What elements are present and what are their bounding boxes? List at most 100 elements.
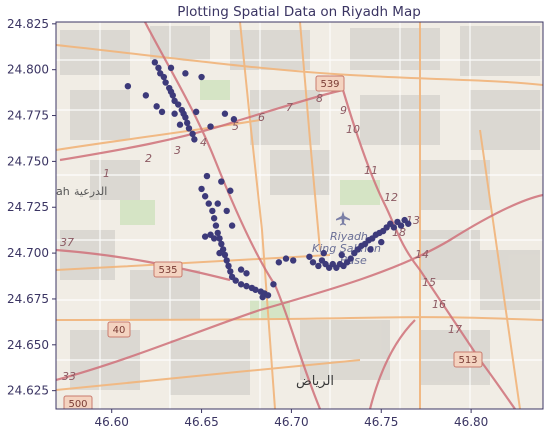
- data-point-13: [183, 119, 191, 127]
- shield-500: 500: [63, 395, 93, 410]
- data-point-32: [205, 200, 212, 207]
- exit-8: 8: [316, 92, 323, 105]
- data-point-42: [225, 262, 232, 270]
- plot-frame: [55, 21, 544, 410]
- data-point-34: [210, 215, 218, 222]
- shield-535-label: 535: [158, 265, 177, 276]
- data-point-17: [124, 82, 132, 90]
- data-point-93: [390, 224, 398, 231]
- exit-12: 12: [384, 191, 398, 204]
- data-point-49: [252, 286, 259, 293]
- data-point-98: [378, 238, 385, 246]
- data-point-53: [259, 293, 266, 301]
- y-tick-label-5: 24.750: [7, 154, 49, 168]
- data-point-40: [221, 251, 229, 259]
- x-tick-label-1: 46.65: [184, 415, 218, 429]
- data-point-29: [176, 121, 184, 128]
- data-point-47: [243, 282, 250, 290]
- y-tick-label-8: 24.825: [7, 17, 49, 31]
- data-point-0: [151, 59, 159, 66]
- data-point-66: [270, 281, 277, 288]
- data-point-46: [237, 281, 245, 288]
- x-tick-label-4: 46.80: [454, 415, 488, 429]
- data-point-25: [192, 108, 200, 116]
- data-point-64: [237, 266, 245, 273]
- y-axis: 24.625 24.650 24.675 24.700 24.725 24.750 24.7…: [7, 17, 56, 398]
- y-tick-label-4: 24.725: [7, 200, 49, 214]
- x-axis: 46.60 46.65 46.70 46.75 46.80: [95, 409, 488, 429]
- exit-5: 5: [232, 120, 239, 133]
- data-point-16: [191, 136, 198, 143]
- data-point-18: [153, 103, 160, 110]
- data-point-12: [182, 114, 189, 121]
- data-point-37: [216, 235, 223, 242]
- y-tick-label-1: 24.650: [7, 338, 49, 352]
- data-point-7: [169, 92, 177, 99]
- exit-9: 9: [340, 104, 347, 117]
- exit-7: 7: [286, 101, 293, 114]
- data-point-68: [282, 255, 290, 262]
- data-point-9: [174, 101, 182, 108]
- data-point-57: [216, 249, 223, 257]
- data-point-59: [203, 172, 211, 180]
- road-37-label: 37: [60, 236, 74, 249]
- data-point-23: [158, 108, 166, 116]
- data-point-26: [207, 123, 214, 130]
- data-point-63: [223, 207, 230, 215]
- data-point-70: [306, 253, 313, 260]
- shield-539-label: 539: [320, 79, 339, 90]
- y-tick-label-7: 24.800: [7, 63, 49, 77]
- shield-40: 40: [107, 321, 131, 338]
- data-point-22: [198, 73, 205, 81]
- road-33-label: 33: [62, 370, 76, 383]
- data-point-81: [347, 255, 354, 262]
- data-point-1: [155, 64, 162, 72]
- exit-17: 17: [448, 323, 462, 336]
- exit-10: 10: [346, 123, 360, 136]
- shield-500-label: 500: [68, 399, 87, 410]
- data-point-54: [201, 233, 209, 240]
- diriyah-prefix-label: ah: [56, 185, 70, 198]
- chart-title: Plotting Spatial Data on Riyadh Map: [177, 4, 421, 20]
- scatter-points: [124, 59, 412, 301]
- data-point-36: [214, 229, 221, 237]
- data-point-31: [201, 193, 209, 200]
- data-point-95: [397, 222, 405, 229]
- map-background: [56, 22, 543, 409]
- data-point-100: [320, 249, 327, 257]
- data-point-3: [160, 73, 168, 81]
- data-point-58: [228, 222, 236, 229]
- diriyah-name-label: الدرعية: [74, 185, 107, 198]
- data-point-33: [209, 207, 216, 215]
- exit-14: 14: [415, 248, 429, 261]
- x-tick-label-3: 46.75: [364, 415, 398, 429]
- exit-16: 16: [432, 298, 446, 311]
- data-point-38: [218, 240, 225, 248]
- data-point-19: [142, 92, 150, 99]
- y-tick-label-3: 24.700: [7, 246, 49, 260]
- data-point-52: [264, 292, 272, 299]
- exit-3: 3: [174, 144, 181, 157]
- data-point-27: [221, 110, 229, 117]
- data-point-65: [243, 270, 250, 277]
- data-point-97: [405, 220, 412, 227]
- data-point-15: [189, 130, 196, 138]
- airport-name-line1: Riyadh: [330, 230, 368, 243]
- y-tick-label-2: 24.675: [7, 292, 49, 306]
- y-tick-label-0: 24.625: [7, 384, 49, 398]
- data-point-60: [218, 178, 225, 185]
- shield-535: 535: [153, 261, 183, 278]
- data-point-21: [182, 70, 189, 77]
- exit-4: 4: [200, 136, 207, 149]
- data-point-28: [230, 116, 238, 123]
- data-point-30: [198, 185, 205, 193]
- data-point-61: [227, 187, 234, 194]
- data-point-101: [338, 251, 345, 259]
- exit-6: 6: [258, 111, 265, 124]
- shield-513-label: 513: [458, 355, 477, 366]
- exit-11: 11: [364, 164, 378, 177]
- data-point-71: [309, 259, 317, 266]
- data-point-4: [162, 79, 169, 86]
- shield-513: 513: [453, 351, 483, 368]
